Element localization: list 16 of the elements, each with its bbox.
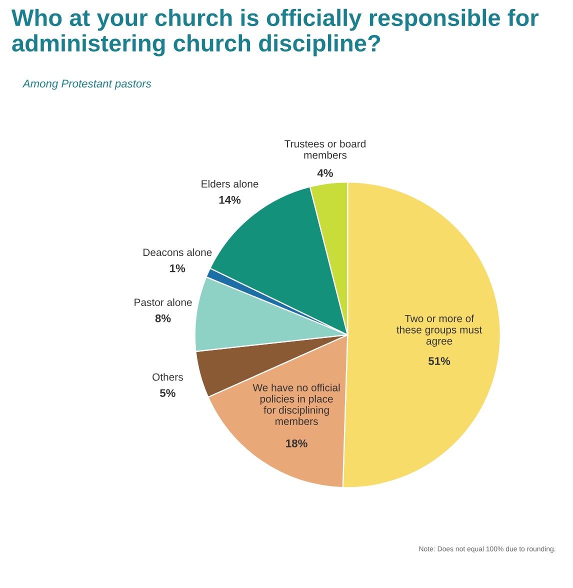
slice-label: We have no official policies in place for disciplining members <box>252 384 340 426</box>
data-label: 18% <box>286 439 308 448</box>
slice-label: Pastor alone <box>134 298 192 306</box>
chart-title: Who at your church is officially responsible for administering church discipline? <box>11 8 539 56</box>
data-label: 51% <box>428 357 450 365</box>
slice-label: Trustees or board members <box>284 140 366 159</box>
data-label: 1% <box>170 264 186 272</box>
slice-label: Two or more of these groups must agree <box>396 314 482 347</box>
data-label: 8% <box>155 314 171 322</box>
chart-subtitle: Among Protestant pastors <box>22 80 152 90</box>
data-label: 5% <box>160 389 176 397</box>
data-label: 14% <box>219 196 241 204</box>
slice-label: Deacons alone <box>144 248 212 256</box>
slice-label: Others <box>152 373 183 381</box>
data-label: 4% <box>317 169 333 177</box>
slice-label: Elders alone <box>202 180 258 188</box>
